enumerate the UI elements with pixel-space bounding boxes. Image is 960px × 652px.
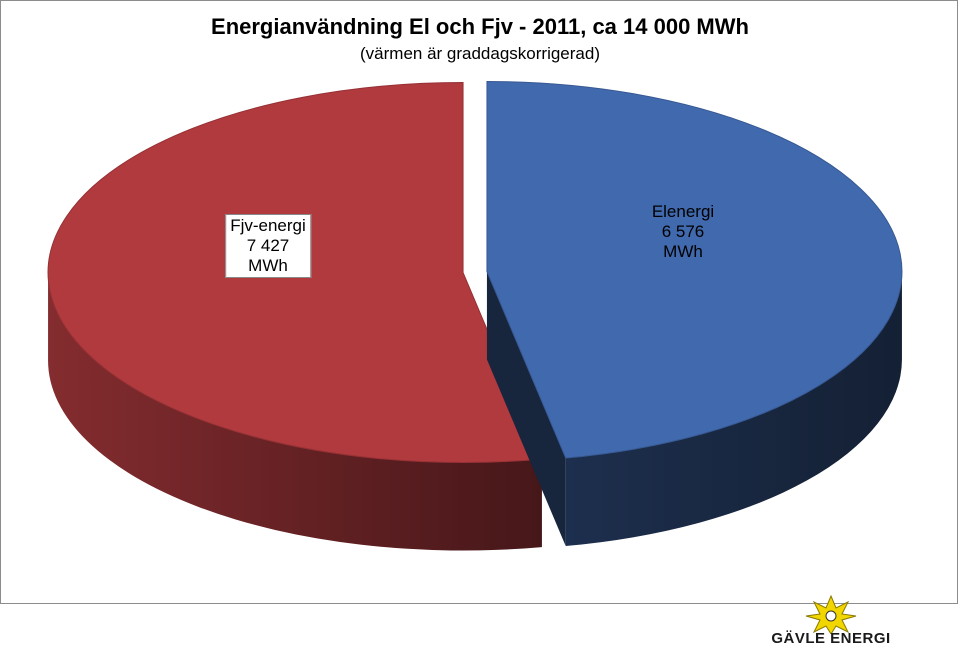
logo: GÄVLE ENERGI	[762, 594, 900, 650]
pie-cut-face	[486, 271, 566, 547]
chart-subtitle: (värmen är graddagskorrigerad)	[360, 44, 600, 63]
chart-frame	[0, 0, 958, 604]
pie-slice	[486, 80, 903, 459]
logo-text: GÄVLE ENERGI	[771, 630, 891, 647]
data-label-value: 6 576 MWh	[661, 222, 705, 261]
pie-side	[565, 271, 902, 547]
pie-side	[48, 272, 542, 551]
data-label: Elenergi 6 576 MWh	[652, 202, 714, 262]
logo-star	[805, 594, 857, 634]
data-label-name: Fjv-energi	[230, 216, 306, 235]
data-label-value: 7 427 MWh	[246, 236, 290, 275]
data-label: Fjv-energi 7 427 MWh	[225, 214, 311, 278]
data-label-name: Elenergi	[651, 202, 715, 221]
chart-title: Energianvändning El och Fjv - 2011, ca 1…	[211, 14, 749, 39]
